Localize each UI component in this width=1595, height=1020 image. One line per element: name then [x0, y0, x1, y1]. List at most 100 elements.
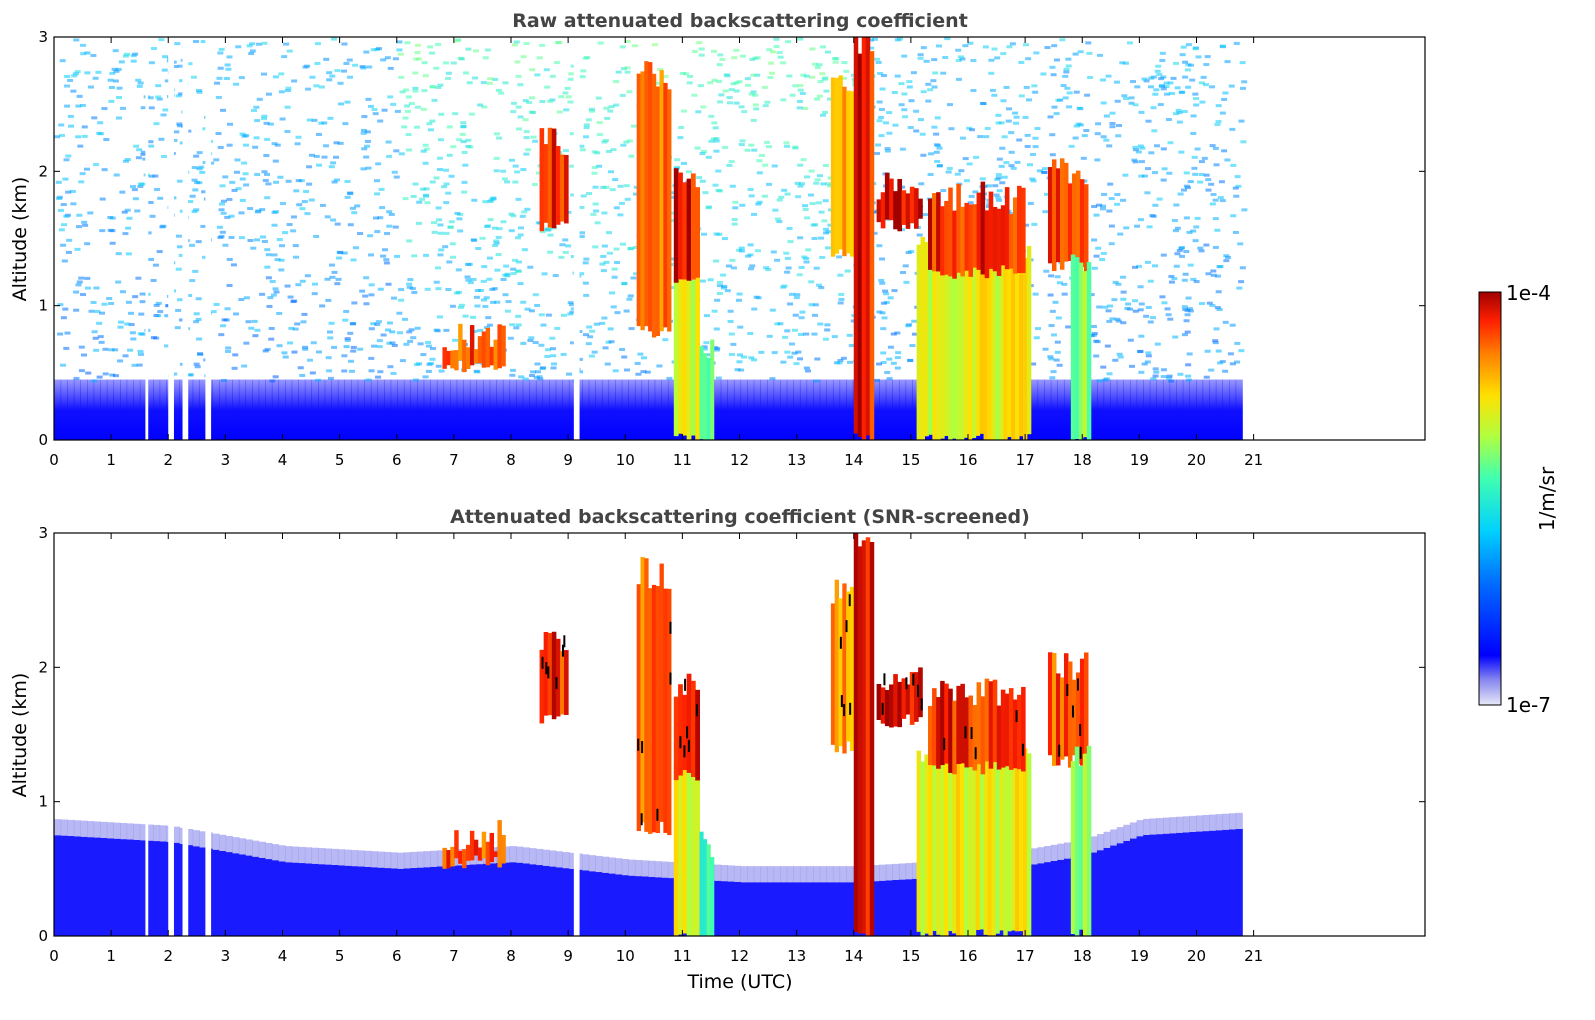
noise-speckle: [407, 278, 414, 282]
noise-speckle: [422, 143, 429, 147]
noise-speckle: [316, 163, 323, 167]
noise-speckle: [529, 96, 536, 100]
noise-speckle: [406, 239, 413, 243]
noise-speckle: [493, 169, 500, 173]
boundary-layer-cell: [390, 868, 398, 936]
noise-speckle: [1047, 115, 1054, 119]
noise-speckle: [933, 150, 940, 154]
noise-speckle: [1144, 260, 1151, 264]
noise-speckle: [811, 236, 818, 240]
noise-speckle: [1003, 85, 1010, 89]
bottom-y-tick-label: 1: [38, 793, 48, 811]
noise-speckle: [957, 55, 964, 59]
boundary-layer-cell: [245, 855, 253, 936]
noise-speckle: [437, 223, 444, 227]
noise-speckle: [414, 363, 421, 367]
noise-speckle: [995, 173, 1002, 177]
noise-speckle: [481, 298, 488, 302]
noise-speckle: [744, 148, 751, 152]
boundary-layer-fringe: [595, 855, 603, 873]
noise-speckle: [796, 99, 803, 103]
screened-edge: [669, 672, 672, 685]
boundary-layer-cell: [370, 867, 379, 936]
boundary-layer-cell: [654, 877, 662, 936]
noise-speckle: [784, 144, 791, 148]
screened-edge: [561, 644, 564, 657]
noise-speckle: [270, 293, 277, 297]
noise-speckle: [1154, 342, 1161, 346]
noise-speckle: [515, 323, 522, 327]
boundary-layer-cell: [1103, 379, 1111, 440]
noise-speckle: [1173, 264, 1180, 268]
noise-speckle: [804, 216, 811, 220]
boundary-layer-fringe: [238, 838, 247, 855]
noise-speckle: [195, 317, 202, 321]
noise-speckle: [129, 331, 136, 335]
noise-speckle: [699, 152, 706, 156]
precipitation-strip: [710, 857, 715, 936]
noise-speckle: [657, 68, 664, 72]
boundary-layer-fringe: [1123, 824, 1131, 841]
noise-speckle: [814, 66, 821, 70]
precipitation-strip: [995, 264, 1000, 440]
noise-speckle: [1193, 103, 1200, 107]
noise-speckle: [96, 375, 103, 379]
noise-speckle: [942, 56, 949, 60]
noise-speckle: [1230, 214, 1237, 218]
boundary-layer-cell: [529, 379, 537, 440]
noise-speckle: [155, 95, 162, 99]
noise-speckle: [1153, 88, 1160, 92]
noise-speckle: [991, 47, 998, 51]
top-x-tick-label: 1: [106, 451, 116, 469]
noise-speckle: [1159, 295, 1166, 299]
noise-speckle: [716, 232, 723, 236]
bottom-x-tick-label: 16: [958, 947, 977, 965]
noise-speckle: [226, 257, 233, 261]
screened-edge: [881, 702, 884, 715]
boundary-layer-cell: [1176, 832, 1184, 936]
noise-speckle: [1022, 43, 1029, 47]
noise-speckle: [909, 344, 916, 348]
boundary-layer-cell: [1149, 379, 1157, 440]
noise-speckle: [766, 182, 773, 186]
boundary-layer-cell: [1215, 830, 1223, 936]
noise-speckle: [409, 287, 416, 291]
cloud-strip: [1008, 214, 1014, 269]
noise-speckle: [532, 341, 539, 345]
top-x-tick-label: 7: [449, 451, 459, 469]
noise-speckle: [602, 346, 609, 350]
noise-speckle: [1107, 304, 1114, 308]
noise-speckle: [1101, 192, 1108, 196]
noise-speckle: [545, 348, 552, 352]
noise-speckle: [243, 341, 250, 345]
boundary-layer-fringe: [608, 857, 616, 874]
noise-speckle: [254, 172, 261, 176]
noise-speckle: [917, 118, 924, 122]
screened-edge: [640, 813, 643, 826]
noise-speckle: [217, 145, 224, 149]
noise-speckle: [1125, 302, 1132, 306]
noise-speckle: [535, 171, 542, 175]
noise-speckle: [601, 211, 608, 215]
precipitation-strip: [975, 751, 981, 931]
noise-speckle: [99, 229, 106, 233]
boundary-layer-fringe: [106, 822, 115, 839]
cloud-strip: [876, 683, 882, 720]
aerosol_layer-strip: [466, 844, 471, 861]
noise-speckle: [524, 207, 531, 211]
boundary-layer-fringe: [1202, 815, 1210, 832]
noise-speckle: [1237, 242, 1244, 246]
screened-edge: [656, 808, 659, 821]
precipitation-strip: [979, 250, 985, 434]
noise-speckle: [72, 72, 79, 76]
noise-speckle: [350, 349, 357, 353]
noise-speckle: [1184, 68, 1191, 72]
noise-speckle: [220, 324, 227, 328]
noise-speckle: [528, 309, 535, 313]
noise-speckle: [921, 213, 928, 217]
noise-speckle: [487, 200, 494, 204]
screened-edge: [839, 636, 842, 649]
boundary-layer-cell: [364, 866, 372, 936]
noise-speckle: [808, 169, 815, 173]
boundary-layer-fringe: [344, 849, 352, 866]
